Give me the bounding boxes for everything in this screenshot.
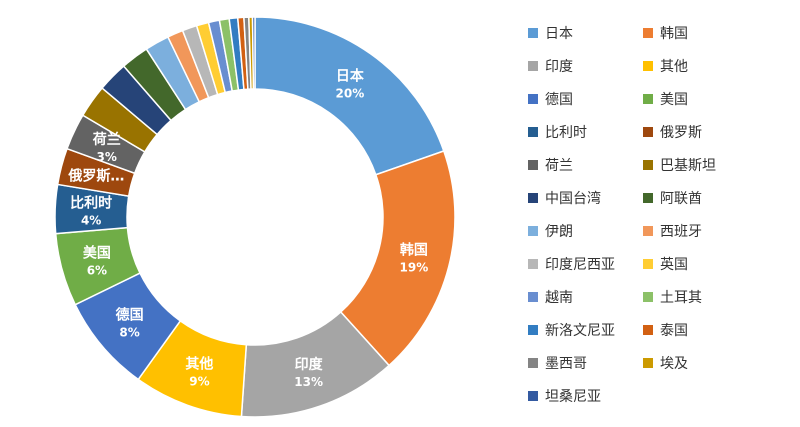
slice-label-name-0: 日本: [336, 67, 365, 84]
slice-label-name-7: 俄罗斯…: [67, 167, 124, 184]
legend-item-21: 埃及: [643, 356, 688, 372]
legend-swatch-19: [643, 325, 653, 335]
legend-label-8: 荷兰: [545, 158, 573, 174]
legend-label-21: 埃及: [660, 356, 688, 372]
legend-swatch-18: [528, 325, 538, 335]
legend-item-20: 墨西哥: [528, 356, 587, 372]
legend-swatch-21: [643, 358, 653, 368]
legend-label-15: 英国: [660, 256, 688, 273]
slice-labels-group: 日本 20% 韩国 19% 印度 13% 其他 9% 德国 8% 美国 6% 比利时 4% 俄罗斯… 荷兰 3%: [67, 67, 428, 389]
legend-swatch-7: [643, 127, 653, 137]
slice-label-name-8: 荷兰: [92, 131, 121, 148]
legend-swatch-12: [528, 226, 538, 236]
legend-item-13: 西班牙: [643, 224, 702, 240]
legend-label-7: 俄罗斯: [660, 125, 702, 141]
legend-item-18: 新洛文尼亚: [528, 323, 615, 339]
legend-item-6: 比利时: [528, 125, 587, 141]
legend-swatch-13: [643, 226, 653, 236]
legend-item-15: 英国: [643, 256, 688, 273]
legend-item-16: 越南: [528, 290, 573, 306]
legend-label-6: 比利时: [545, 125, 587, 141]
legend-swatch-22: [528, 391, 538, 401]
legend-label-5: 美国: [660, 92, 688, 108]
slice-label-pct-2: 13%: [294, 375, 323, 389]
legend-swatch-17: [643, 292, 653, 302]
legend-swatch-3: [643, 61, 653, 71]
legend-label-22: 坦桑尼亚: [545, 389, 601, 405]
legend-item-11: 阿联酋: [643, 190, 702, 207]
legend-label-19: 泰国: [660, 323, 688, 339]
legend-swatch-9: [643, 160, 653, 170]
legend-swatch-16: [528, 292, 538, 302]
legend-label-17: 土耳其: [660, 290, 702, 306]
slice-label-name-6: 比利时: [70, 194, 112, 211]
slice-label-name-5: 美国: [83, 245, 111, 262]
legend-label-1: 韩国: [660, 26, 688, 42]
slice-label-name-2: 印度: [295, 356, 324, 373]
legend-swatch-8: [528, 160, 538, 170]
legend-item-12: 伊朗: [528, 224, 573, 240]
slice-label-pct-1: 19%: [400, 261, 429, 275]
slice-label-pct-0: 20%: [336, 86, 365, 100]
legend-swatch-14: [528, 259, 538, 269]
legend-swatch-10: [528, 193, 538, 203]
slice-label-pct-8: 3%: [97, 150, 117, 164]
legend-label-9: 巴基斯坦: [660, 157, 716, 174]
legend-swatch-0: [528, 28, 538, 38]
legend-item-5: 美国: [643, 92, 688, 108]
legend-swatch-20: [528, 358, 538, 368]
legend-swatch-4: [528, 94, 538, 104]
slice-label-name-3: 其他: [185, 355, 213, 372]
legend-item-7: 俄罗斯: [643, 125, 702, 141]
slice-label-pct-5: 6%: [87, 264, 107, 278]
slice-label-pct-3: 9%: [189, 374, 209, 388]
legend-swatch-5: [643, 94, 653, 104]
legend-item-10: 中国台湾: [528, 190, 601, 207]
legend-item-1: 韩国: [643, 26, 688, 42]
slice-label-name-1: 韩国: [400, 242, 428, 259]
legend-label-0: 日本: [545, 26, 573, 42]
legend-swatch-2: [528, 61, 538, 71]
legend-label-16: 越南: [545, 290, 573, 306]
legend-item-2: 印度: [528, 59, 573, 75]
legend-label-10: 中国台湾: [545, 190, 601, 207]
legend-item-22: 坦桑尼亚: [528, 389, 601, 405]
slice-label-pct-4: 8%: [119, 326, 139, 340]
legend-item-3: 其他: [643, 59, 688, 75]
legend-label-20: 墨西哥: [545, 356, 587, 372]
legend-item-14: 印度尼西亚: [528, 257, 615, 273]
legend-label-12: 伊朗: [545, 224, 573, 240]
legend-label-18: 新洛文尼亚: [545, 323, 615, 339]
legend-swatch-6: [528, 127, 538, 137]
legend-label-2: 印度: [545, 59, 573, 75]
legend-swatch-11: [643, 193, 653, 203]
legend-swatch-1: [643, 28, 653, 38]
legend-label-3: 其他: [660, 59, 688, 75]
slice-label-pct-6: 4%: [81, 213, 101, 227]
legend-item-8: 荷兰: [528, 158, 573, 174]
legend-item-19: 泰国: [643, 323, 688, 339]
slice-22: [251, 16, 256, 90]
legend-label-13: 西班牙: [660, 224, 702, 240]
legend-item-4: 德国: [528, 92, 573, 108]
legend-swatch-15: [643, 259, 653, 269]
legend-item-0: 日本: [528, 26, 573, 42]
legend-label-11: 阿联酋: [660, 190, 702, 207]
legend-item-9: 巴基斯坦: [643, 157, 716, 174]
legend-item-17: 土耳其: [643, 290, 702, 306]
slice-label-name-4: 德国: [116, 307, 144, 324]
legend-label-14: 印度尼西亚: [545, 257, 615, 273]
slices-group: [54, 16, 456, 418]
legend-label-4: 德国: [545, 92, 573, 108]
